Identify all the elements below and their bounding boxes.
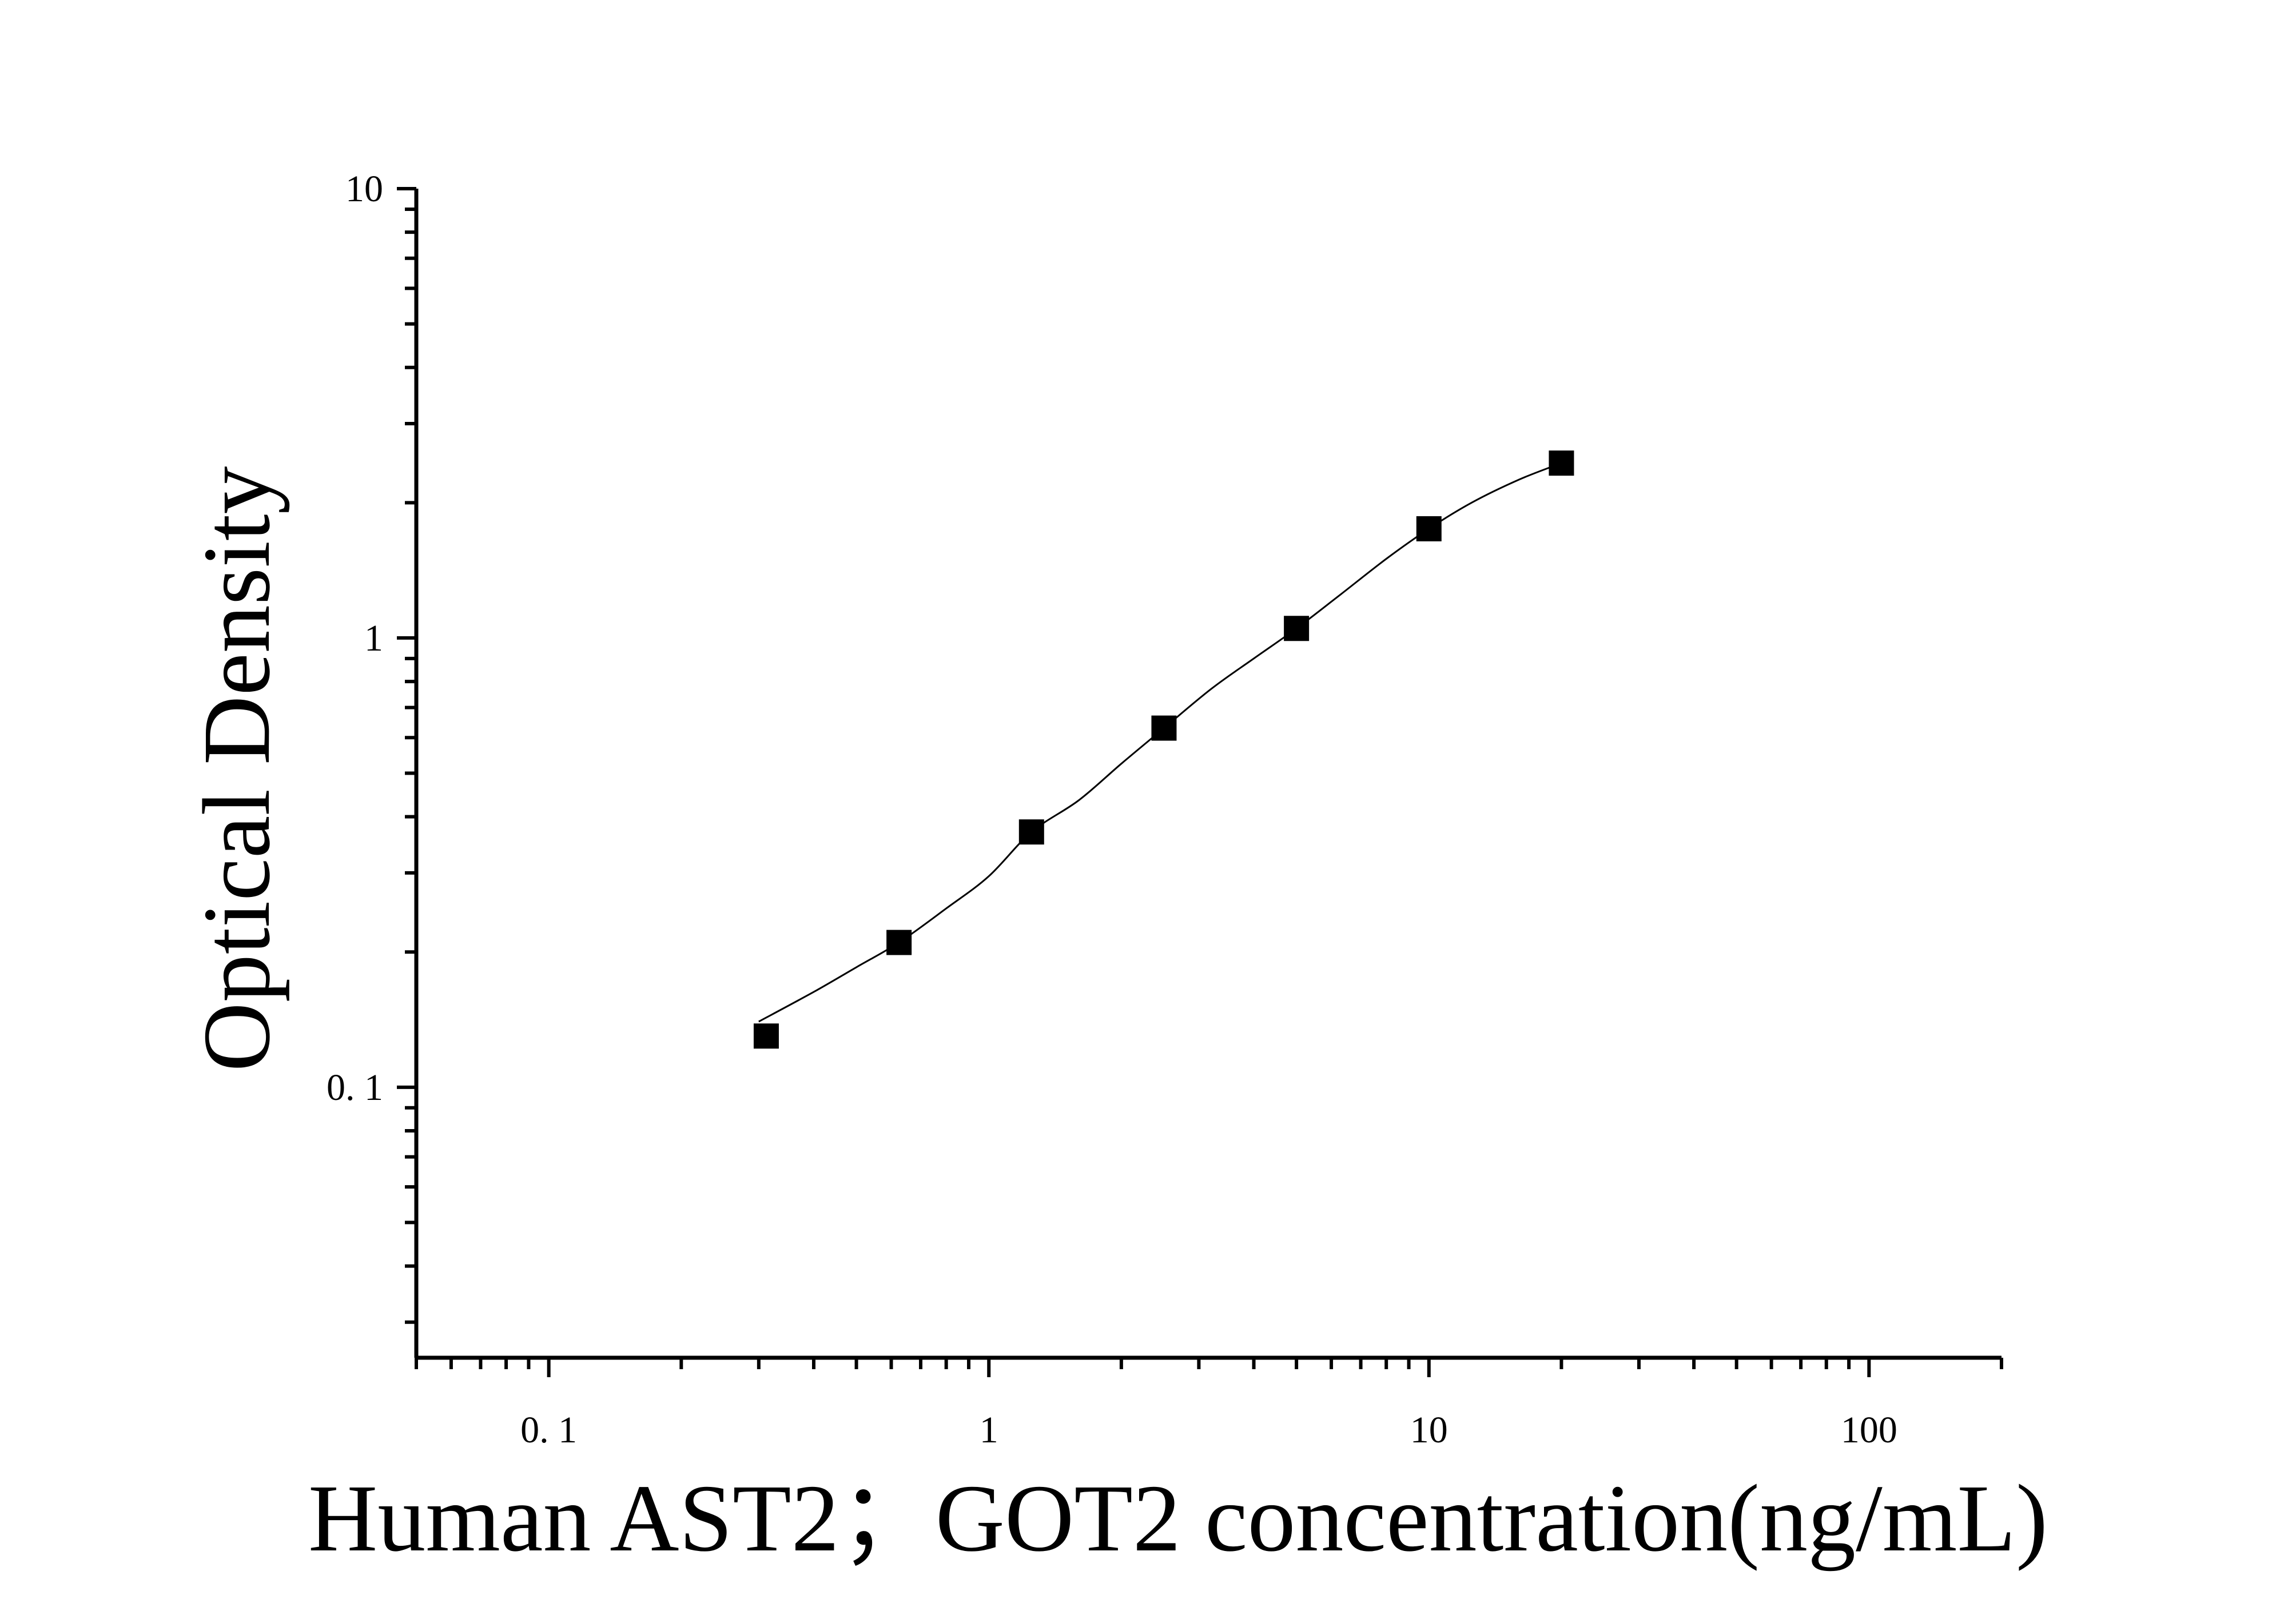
data-point — [1416, 516, 1442, 541]
x-tick-label: 100 — [1841, 1409, 1897, 1451]
x-tick-label: 0. 1 — [520, 1409, 577, 1451]
y-tick-label: 10 — [345, 168, 383, 210]
data-point — [1549, 450, 1574, 476]
x-tick-label: 1 — [980, 1409, 998, 1451]
y-tick-label: 1 — [364, 617, 383, 659]
y-axis-title: Optical Density — [184, 466, 290, 1071]
data-point — [753, 1023, 779, 1049]
data-point — [1018, 819, 1044, 845]
fit-curve-line — [758, 462, 1562, 1023]
data-point — [1284, 616, 1310, 641]
data-point — [1151, 715, 1177, 741]
x-axis-title: Human AST2；GOT2 concentration(ng/mL) — [308, 1465, 2048, 1572]
x-tick-label: 10 — [1410, 1409, 1448, 1451]
data-point — [886, 930, 912, 955]
y-tick-label: 0. 1 — [327, 1067, 383, 1108]
